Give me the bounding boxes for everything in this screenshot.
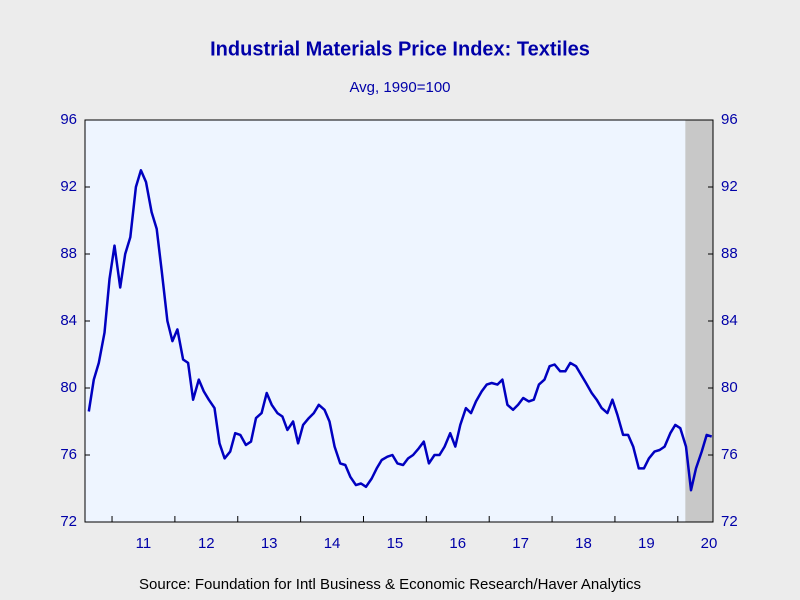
- y2-tick-label: 92: [721, 178, 738, 195]
- y2-tick-label: 76: [721, 446, 738, 463]
- y-tick-label: 88: [60, 245, 77, 262]
- y-tick-label: 76: [60, 446, 77, 463]
- y-tick-label: 92: [60, 178, 77, 195]
- series-line: [87, 169, 713, 492]
- x-tick-label: 13: [261, 535, 278, 552]
- y-tick-label: 80: [60, 379, 77, 396]
- y2-tick-label: 80: [721, 379, 738, 396]
- x-tick-label: 12: [198, 535, 215, 552]
- y2-tick-label: 88: [721, 245, 738, 262]
- x-tick-label: 14: [324, 535, 341, 552]
- x-tick-label: 11: [136, 535, 152, 552]
- y2-tick-label: 96: [721, 111, 738, 128]
- y2-tick-label: 72: [721, 513, 738, 530]
- plot-area: [85, 120, 713, 522]
- x-tick-label: 19: [638, 535, 655, 552]
- plot-frame: [84, 119, 714, 523]
- x-tick-label: 16: [449, 535, 466, 552]
- chart-subtitle: Avg, 1990=100: [349, 79, 450, 96]
- y-tick-label: 84: [60, 312, 77, 329]
- y-tick-label: 96: [60, 111, 77, 128]
- chart-title: Industrial Materials Price Index: Textil…: [210, 38, 590, 60]
- x-tick-label: 17: [512, 535, 529, 552]
- x-tick-label: 18: [575, 535, 592, 552]
- source-note: Source: Foundation for Intl Business & E…: [139, 576, 641, 593]
- y-tick-label: 72: [60, 513, 77, 530]
- x-tick-label: 15: [387, 535, 404, 552]
- x-tick-label: 20: [701, 535, 718, 552]
- y2-tick-label: 84: [721, 312, 738, 329]
